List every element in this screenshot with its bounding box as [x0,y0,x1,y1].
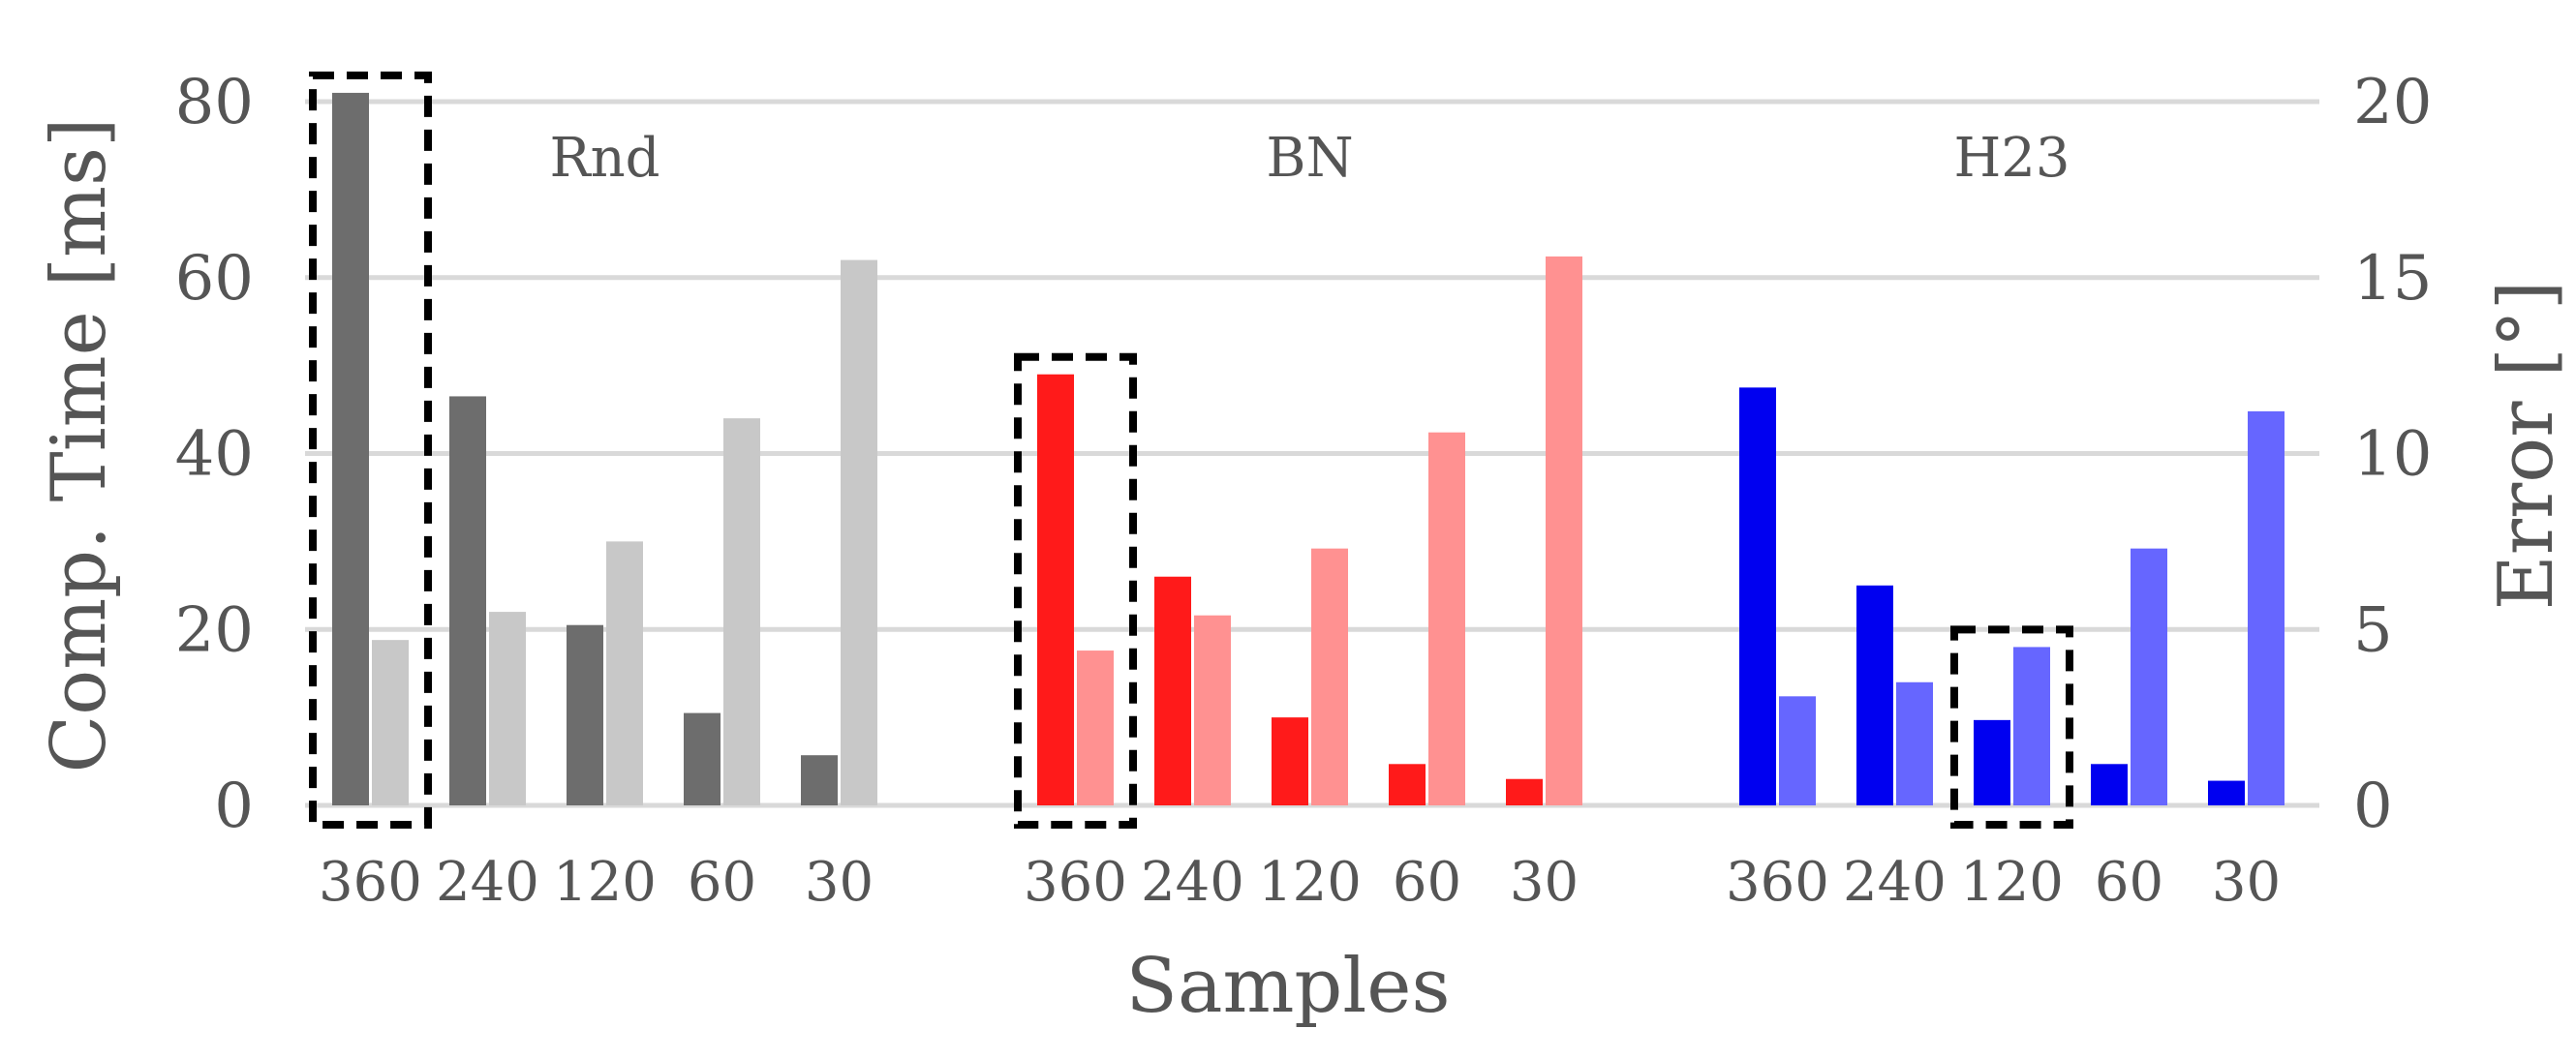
time-bar [1272,717,1308,805]
y-right-tick-label: 20 [2353,67,2432,138]
error-bar [1546,256,1582,805]
x-tick-label: 60 [1393,851,1461,914]
error-bar [841,259,877,805]
x-tick-label: 30 [1510,851,1579,914]
error-bar [1779,696,1816,805]
highlight-box [1950,625,2073,829]
x-tick-label: 30 [805,851,874,914]
x-axis-title: Samples [1126,943,1451,1030]
group-label: Rnd [549,127,659,190]
group-labels: Rnd BN H23 [549,127,2070,190]
time-bar [1506,778,1543,805]
error-bar [1311,548,1348,805]
x-tick-label: 360 [319,851,422,914]
bar-marks [332,92,2285,806]
x-tick-label: 360 [1726,851,1829,914]
x-tick-label: 360 [1024,851,1127,914]
x-tick-label: 240 [436,851,539,914]
y-left-tick-label: 20 [175,594,254,666]
y-axis-right-title: Error [°] [2483,281,2570,610]
time-bar [1974,719,2010,805]
x-tick-label: 120 [1960,851,2064,914]
time-bar [1856,585,1893,805]
y-right-tick-label: 15 [2353,243,2432,315]
y-left-tick-label: 0 [214,771,254,842]
y-right-tick-label: 10 [2353,419,2432,491]
highlight-box [309,71,432,830]
group-label: H23 [1953,127,2070,190]
error-bar [372,640,409,805]
time-bar [449,396,486,805]
y-left-tick-label: 40 [175,419,254,491]
error-bar [1194,615,1231,805]
highlight-box [1014,352,1137,829]
error-bar [2013,647,2050,805]
time-bar [1154,576,1191,805]
error-bar [1428,432,1465,805]
time-bar [684,712,721,805]
x-tick-label: 120 [553,851,657,914]
error-bar [1896,681,1933,805]
error-bar [489,612,526,805]
y-left-tick-label: 80 [175,67,254,138]
error-bar [723,418,760,805]
time-bar [1389,764,1426,805]
error-bar [2131,548,2167,805]
highlight-boxes [309,71,2073,830]
y-axis-left-title: Comp. Time [ms] [36,118,123,773]
time-bar [567,624,603,805]
time-bar [332,92,369,806]
y-right-tick-label: 5 [2353,594,2393,666]
x-tick-label: 240 [1843,851,1947,914]
y-right-tick-label: 0 [2353,771,2393,842]
time-bar [2091,764,2128,805]
x-tick-label: 60 [2095,851,2163,914]
y-left-tick-label: 60 [175,243,254,315]
x-tick-label: 60 [688,851,756,914]
time-bar [2208,780,2245,805]
x-tick-label: 120 [1258,851,1362,914]
error-bar [606,541,643,805]
time-bar [1037,374,1074,805]
time-bar [1739,387,1776,805]
time-bar [801,755,838,805]
error-bar [2248,410,2285,805]
error-bar [1077,651,1114,805]
group-label: BN [1266,127,1353,190]
x-tick-label: 240 [1141,851,1244,914]
x-tick-label: 30 [2212,851,2281,914]
